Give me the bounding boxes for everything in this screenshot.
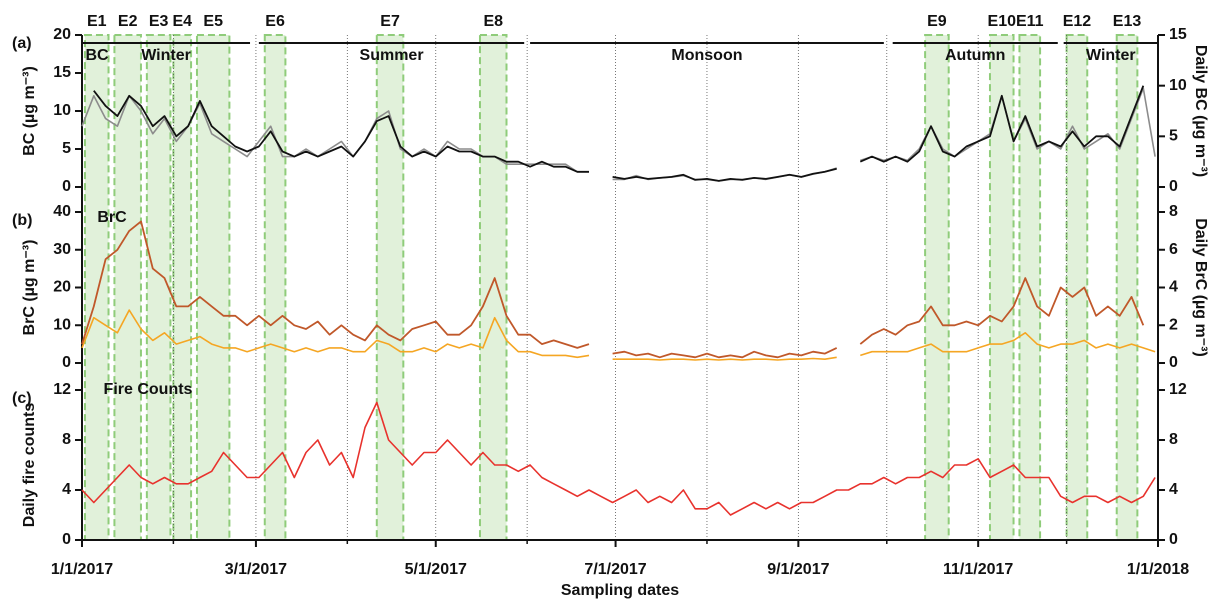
y-tick-label: 0 — [62, 531, 71, 548]
season-label: Winter — [141, 47, 191, 64]
y2-tick-label: 5 — [1169, 128, 1178, 145]
episode-band — [375, 34, 405, 541]
y-tick-label: 5 — [62, 140, 71, 157]
episode-band — [145, 34, 172, 541]
episode-label: E10 — [988, 13, 1017, 30]
episode-band — [988, 34, 1015, 541]
y-axis-label: BC (µg m⁻³) — [21, 66, 38, 156]
episode-label: E5 — [203, 13, 223, 30]
series-line — [81, 309, 1156, 361]
y-tick-label: 15 — [53, 64, 71, 81]
panel-label: (c) — [12, 390, 32, 407]
panel-label: (a) — [12, 35, 32, 52]
episode-label: E8 — [483, 13, 503, 30]
series-label: BC — [85, 47, 109, 64]
y2-axis-label: Daily BrC (µg m⁻³) — [1192, 218, 1209, 357]
episode-label: E6 — [265, 13, 285, 30]
x-tick-label: 7/1/2017 — [584, 561, 646, 578]
season-label: Monsoon — [671, 47, 742, 64]
episode-label: E12 — [1063, 13, 1092, 30]
y2-tick-label: 4 — [1169, 481, 1178, 498]
y-tick-label: 0 — [62, 178, 71, 195]
episode-band — [1115, 34, 1139, 541]
y2-tick-label: 8 — [1169, 431, 1178, 448]
episode-band — [172, 34, 193, 541]
x-tick-label: 11/1/2017 — [943, 561, 1013, 578]
y-tick-label: 40 — [53, 203, 71, 220]
y2-tick-label: 12 — [1169, 381, 1187, 398]
y2-tick-label: 0 — [1169, 178, 1178, 195]
x-tick-label: 9/1/2017 — [767, 561, 829, 578]
episode-label: E11 — [1016, 13, 1044, 30]
y-tick-label: 20 — [53, 279, 71, 296]
x-tick-label: 1/1/2018 — [1127, 561, 1189, 578]
episode-label: E13 — [1113, 13, 1142, 30]
y-tick-label: 0 — [62, 354, 71, 371]
y2-axis-label: Daily BC (µg m⁻³) — [1192, 45, 1209, 177]
season-label: Winter — [1086, 47, 1136, 64]
series-label: Fire Counts — [104, 381, 193, 398]
x-tick-label: 3/1/2017 — [225, 561, 287, 578]
y-tick-label: 30 — [53, 241, 71, 258]
y-tick-label: 8 — [62, 431, 71, 448]
y-tick-label: 20 — [53, 26, 71, 43]
y2-tick-label: 8 — [1169, 203, 1178, 220]
y2-tick-label: 2 — [1169, 316, 1178, 333]
y2-tick-label: 0 — [1169, 354, 1178, 371]
episode-band — [924, 34, 950, 541]
x-tick-label: 5/1/2017 — [405, 561, 467, 578]
y-tick-label: 4 — [62, 481, 71, 498]
y2-tick-label: 0 — [1169, 531, 1178, 548]
y-tick-label: 10 — [53, 316, 71, 333]
y2-tick-label: 10 — [1169, 77, 1187, 94]
series-line — [81, 401, 1156, 516]
episode-label: E1 — [87, 13, 107, 30]
series-label: BrC — [97, 209, 127, 226]
episode-label: E9 — [927, 13, 947, 30]
series-line — [93, 85, 1145, 182]
panel-label: (b) — [12, 212, 32, 229]
y-axis-label: BrC (µg m⁻³) — [21, 240, 38, 336]
season-label: Summer — [360, 47, 424, 64]
x-tick-label: 1/1/2017 — [51, 561, 113, 578]
y-tick-label: 10 — [53, 102, 71, 119]
x-axis-label: Sampling dates — [561, 582, 679, 599]
episode-label: E4 — [172, 13, 192, 30]
y-tick-label: 12 — [53, 381, 71, 398]
y2-tick-label: 6 — [1169, 241, 1178, 258]
y-axis-label: Daily fire counts — [21, 403, 38, 528]
y2-tick-label: 4 — [1169, 279, 1178, 296]
episode-band — [478, 34, 508, 541]
series-line — [81, 220, 1145, 359]
episode-label: E3 — [149, 13, 169, 30]
episode-band — [113, 34, 142, 541]
episode-label: E2 — [118, 13, 138, 30]
y2-tick-label: 15 — [1169, 26, 1187, 43]
episode-label: E7 — [380, 13, 400, 30]
episode-band — [195, 34, 231, 541]
episode-band — [263, 34, 287, 541]
season-label: Autumn — [945, 47, 1005, 64]
